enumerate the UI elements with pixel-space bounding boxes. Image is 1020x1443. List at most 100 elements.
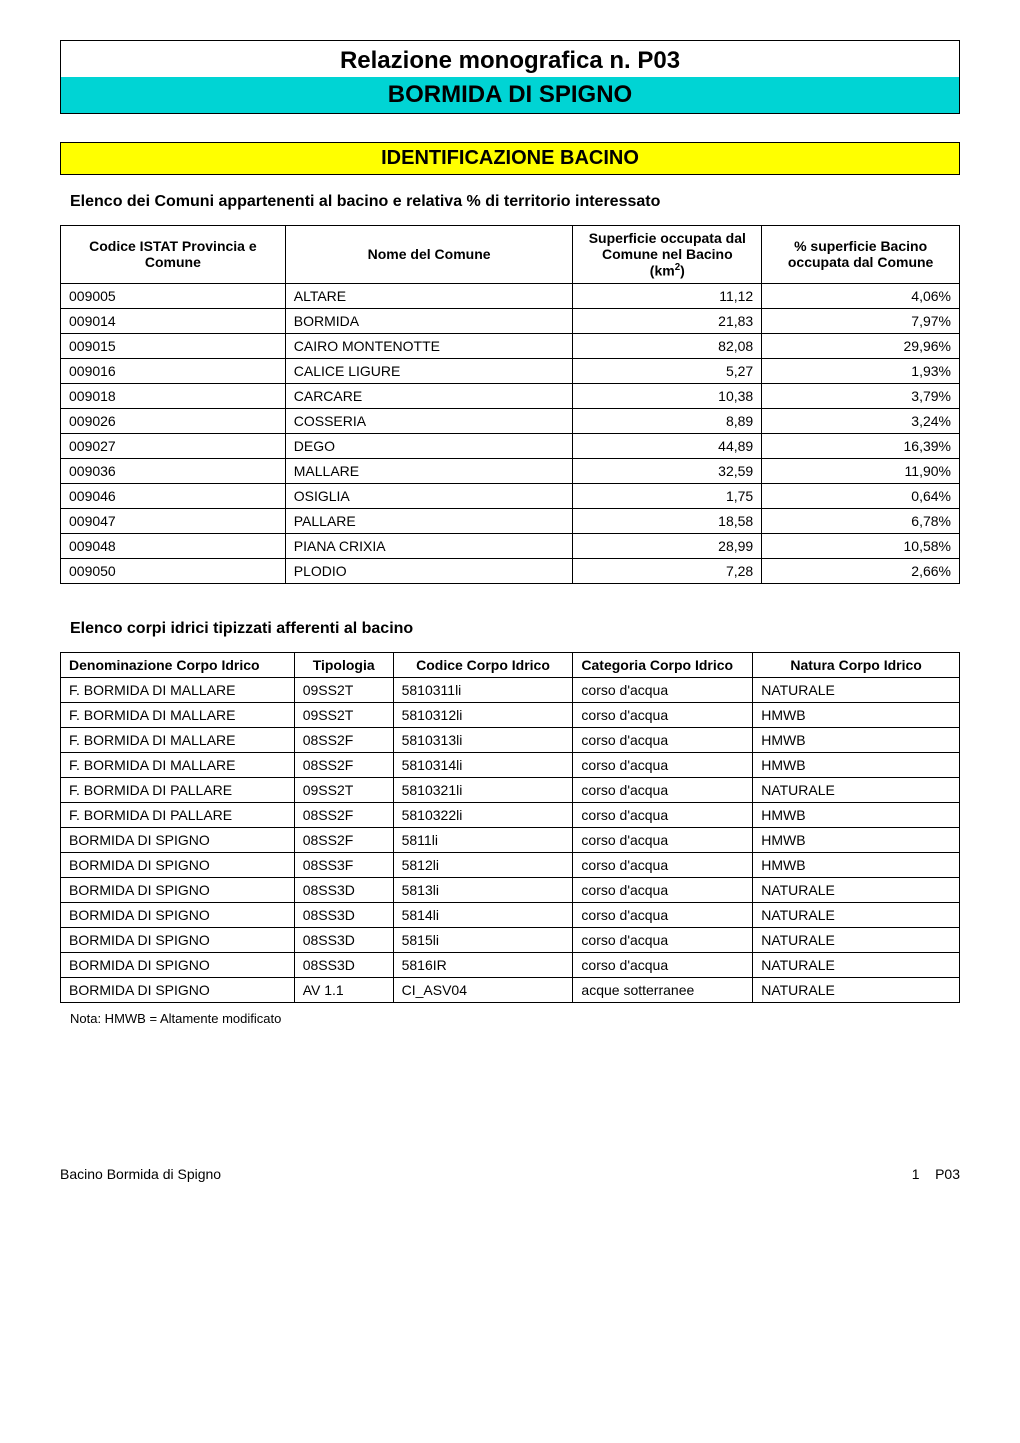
cell-natura: NATURALE (753, 877, 960, 902)
table-row: 009050PLODIO7,282,66% (61, 558, 960, 583)
cell-tipologia: AV 1.1 (294, 977, 393, 1002)
cell-categoria: corso d'acqua (573, 727, 753, 752)
cell-percentuale: 4,06% (762, 283, 960, 308)
cell-nome: BORMIDA (285, 308, 573, 333)
cell-tipologia: 08SS2F (294, 802, 393, 827)
cell-tipologia: 08SS2F (294, 727, 393, 752)
cell-categoria: corso d'acqua (573, 802, 753, 827)
table-row: F. BORMIDA DI MALLARE09SS2T5810311licors… (61, 677, 960, 702)
col-codice-corpo: Codice Corpo Idrico (393, 652, 573, 677)
table-row: BORMIDA DI SPIGNO08SS3D5816IRcorso d'acq… (61, 952, 960, 977)
cell-nome: ALTARE (285, 283, 573, 308)
table-row: 009016CALICE LIGURE5,271,93% (61, 358, 960, 383)
cell-natura: NATURALE (753, 902, 960, 927)
cell-tipologia: 08SS2F (294, 752, 393, 777)
table-row: F. BORMIDA DI PALLARE08SS2F5810322licors… (61, 802, 960, 827)
comuni-heading: Elenco dei Comuni appartenenti al bacino… (70, 193, 960, 211)
cell-superficie: 82,08 (573, 333, 762, 358)
cell-nome: PIANA CRIXIA (285, 533, 573, 558)
col-superficie-label: Superficie occupata dal Comune nel Bacin… (589, 230, 746, 262)
cell-codice: 5810311li (393, 677, 573, 702)
cell-codice: 009046 (61, 483, 286, 508)
cell-codice: 5813li (393, 877, 573, 902)
col-nome-comune: Nome del Comune (285, 226, 573, 284)
table-row: F. BORMIDA DI MALLARE09SS2T5810312licors… (61, 702, 960, 727)
title-block: Relazione monografica n. P03 BORMIDA DI … (60, 40, 960, 114)
report-title-line2: BORMIDA DI SPIGNO (61, 77, 959, 113)
table-row: F. BORMIDA DI MALLARE08SS2F5810313licors… (61, 727, 960, 752)
cell-superficie: 21,83 (573, 308, 762, 333)
cell-nome: PLODIO (285, 558, 573, 583)
table-row: 009015CAIRO MONTENOTTE82,0829,96% (61, 333, 960, 358)
col-tipologia: Tipologia (294, 652, 393, 677)
cell-codice: 5810312li (393, 702, 573, 727)
cell-codice: 009048 (61, 533, 286, 558)
table-row: BORMIDA DI SPIGNO08SS3F5812licorso d'acq… (61, 852, 960, 877)
cell-categoria: corso d'acqua (573, 777, 753, 802)
cell-categoria: corso d'acqua (573, 827, 753, 852)
corpi-table: Denominazione Corpo Idrico Tipologia Cod… (60, 652, 960, 1003)
cell-natura: HMWB (753, 802, 960, 827)
cell-categoria: corso d'acqua (573, 902, 753, 927)
cell-denominazione: BORMIDA DI SPIGNO (61, 877, 295, 902)
corpi-footnote: Nota: HMWB = Altamente modificato (70, 1011, 960, 1026)
footer-page-num: 1 (912, 1166, 920, 1182)
cell-superficie: 7,28 (573, 558, 762, 583)
report-title-line1: Relazione monografica n. P03 (61, 41, 959, 77)
cell-tipologia: 08SS2F (294, 827, 393, 852)
cell-categoria: acque sotterranee (573, 977, 753, 1002)
table-row: BORMIDA DI SPIGNO08SS3D5815licorso d'acq… (61, 927, 960, 952)
cell-nome: PALLARE (285, 508, 573, 533)
col-natura: Natura Corpo Idrico (753, 652, 960, 677)
cell-codice: 009018 (61, 383, 286, 408)
table-row: BORMIDA DI SPIGNO08SS3D5814licorso d'acq… (61, 902, 960, 927)
cell-nome: CALICE LIGURE (285, 358, 573, 383)
cell-superficie: 8,89 (573, 408, 762, 433)
cell-superficie: 28,99 (573, 533, 762, 558)
cell-codice: 5810314li (393, 752, 573, 777)
footer-left: Bacino Bormida di Spigno (60, 1166, 221, 1182)
col-codice-istat: Codice ISTAT Provincia e Comune (61, 226, 286, 284)
cell-denominazione: BORMIDA DI SPIGNO (61, 852, 295, 877)
cell-codice: CI_ASV04 (393, 977, 573, 1002)
cell-denominazione: F. BORMIDA DI MALLARE (61, 677, 295, 702)
cell-percentuale: 3,24% (762, 408, 960, 433)
cell-percentuale: 10,58% (762, 533, 960, 558)
cell-codice: 009027 (61, 433, 286, 458)
cell-natura: NATURALE (753, 777, 960, 802)
table-row: BORMIDA DI SPIGNO08SS3D5813licorso d'acq… (61, 877, 960, 902)
cell-natura: NATURALE (753, 977, 960, 1002)
cell-nome: COSSERIA (285, 408, 573, 433)
cell-percentuale: 2,66% (762, 558, 960, 583)
cell-natura: NATURALE (753, 927, 960, 952)
cell-codice: 009047 (61, 508, 286, 533)
cell-denominazione: BORMIDA DI SPIGNO (61, 827, 295, 852)
cell-percentuale: 6,78% (762, 508, 960, 533)
table-row: BORMIDA DI SPIGNO08SS2F5811licorso d'acq… (61, 827, 960, 852)
cell-tipologia: 09SS2T (294, 677, 393, 702)
table-row: 009036MALLARE32,5911,90% (61, 458, 960, 483)
cell-categoria: corso d'acqua (573, 752, 753, 777)
table-row: 009026COSSERIA8,893,24% (61, 408, 960, 433)
cell-codice: 009016 (61, 358, 286, 383)
cell-natura: HMWB (753, 727, 960, 752)
cell-natura: HMWB (753, 852, 960, 877)
cell-tipologia: 08SS3D (294, 952, 393, 977)
cell-denominazione: F. BORMIDA DI MALLARE (61, 752, 295, 777)
cell-percentuale: 3,79% (762, 383, 960, 408)
cell-denominazione: BORMIDA DI SPIGNO (61, 952, 295, 977)
cell-codice: 5815li (393, 927, 573, 952)
cell-tipologia: 08SS3D (294, 927, 393, 952)
table-row: 009046OSIGLIA1,750,64% (61, 483, 960, 508)
cell-denominazione: F. BORMIDA DI MALLARE (61, 727, 295, 752)
cell-codice: 009026 (61, 408, 286, 433)
cell-tipologia: 09SS2T (294, 777, 393, 802)
table-row: 009048PIANA CRIXIA28,9910,58% (61, 533, 960, 558)
cell-natura: HMWB (753, 827, 960, 852)
col-categoria: Categoria Corpo Idrico (573, 652, 753, 677)
cell-codice: 5810313li (393, 727, 573, 752)
cell-codice: 5811li (393, 827, 573, 852)
cell-codice: 5814li (393, 902, 573, 927)
cell-tipologia: 08SS3D (294, 902, 393, 927)
cell-codice: 5816IR (393, 952, 573, 977)
